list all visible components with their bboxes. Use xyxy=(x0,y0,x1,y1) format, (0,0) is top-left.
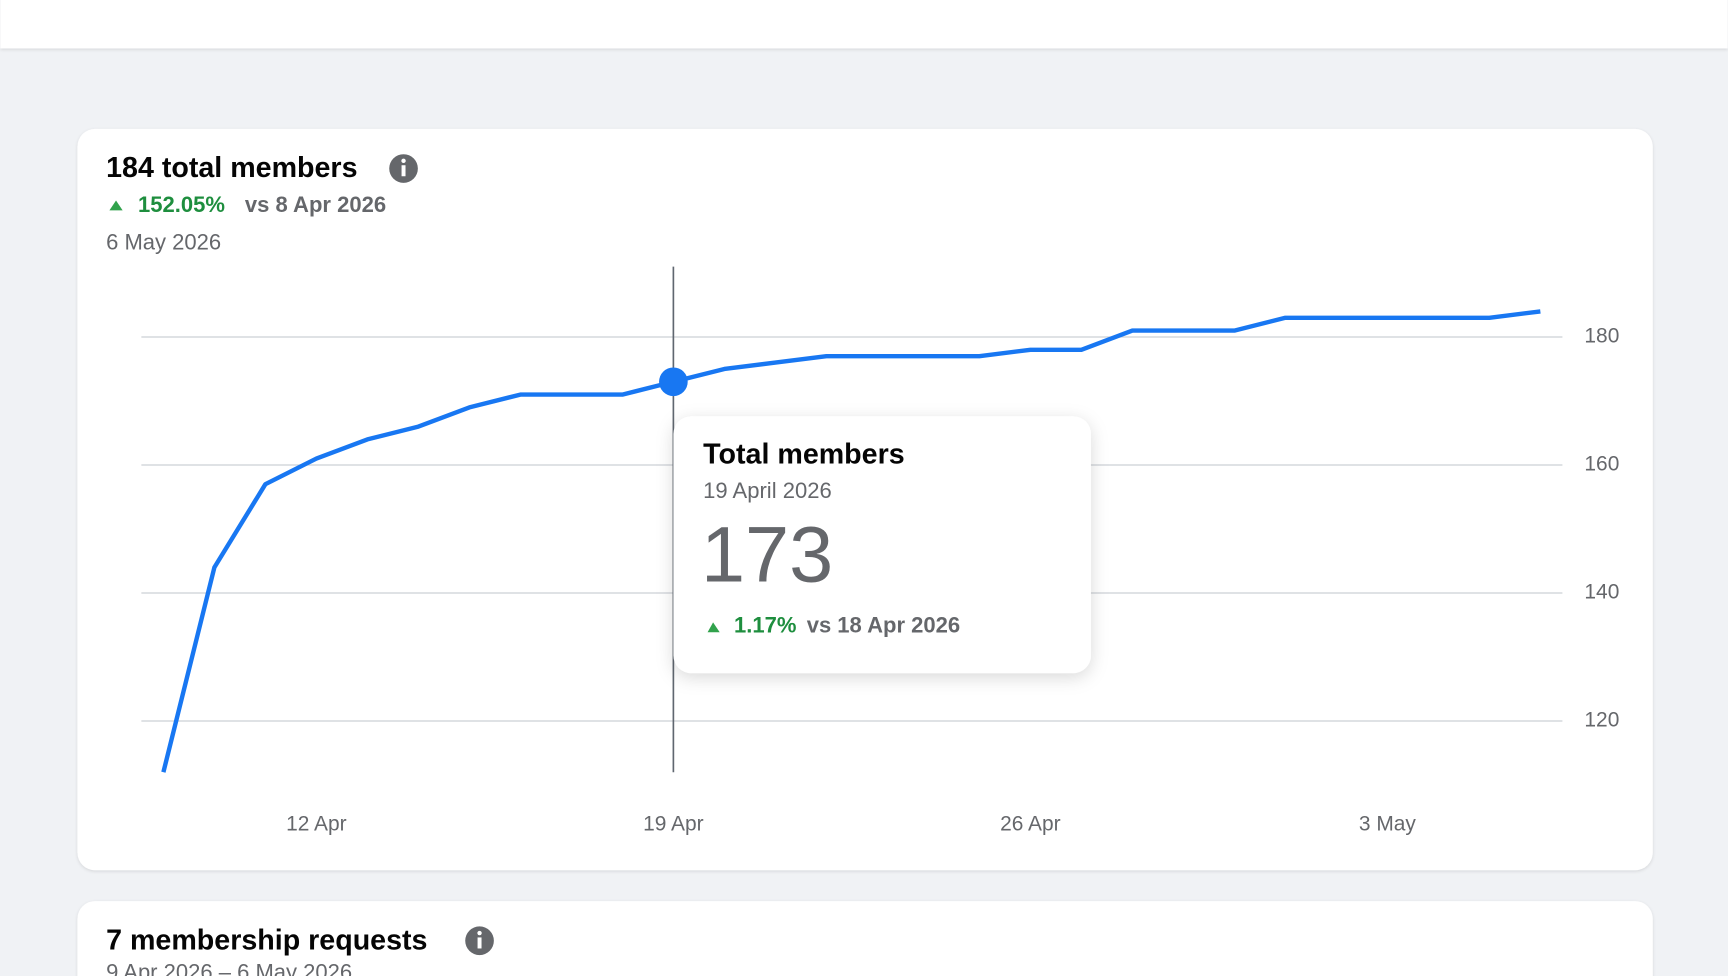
up-arrow xyxy=(707,622,720,633)
top-bar xyxy=(0,0,1728,49)
change-percent: 152.05% xyxy=(138,192,225,217)
info-icon[interactable] xyxy=(389,154,418,183)
up-arrow xyxy=(109,200,123,211)
y-tick-label: 140 xyxy=(1584,581,1619,604)
tooltip-date: 19 April 2026 xyxy=(703,478,832,503)
x-tick-label: 19 Apr xyxy=(643,813,704,836)
tooltip-title: Total members xyxy=(703,439,905,471)
card-date: 6 May 2026 xyxy=(106,229,221,254)
line-series xyxy=(161,309,1541,773)
card2-title: 7 membership requests xyxy=(106,924,427,956)
info-icon[interactable] xyxy=(465,926,494,956)
tooltip-box xyxy=(673,416,1091,674)
x-tick-label: 12 Apr xyxy=(286,813,347,836)
card2-range: 9 Apr 2026 – 6 May 2026 xyxy=(106,960,352,976)
change-compare: vs 8 Apr 2026 xyxy=(245,192,386,217)
y-tick-label: 120 xyxy=(1584,709,1619,732)
plot: 120 140 160 180 12 Apr 19 Apr 26 Apr 3 May Total… xyxy=(141,266,1619,836)
highlight-point xyxy=(659,367,688,397)
requests-card xyxy=(77,901,1653,976)
tooltip-compare: vs 18 Apr 2026 xyxy=(807,613,960,638)
tooltip: Total members 19 April 2026 173 1.17% vs 18 … xyxy=(673,416,1091,674)
card-title: 184 total members xyxy=(106,152,357,184)
x-tick-label: 3 May xyxy=(1359,813,1417,836)
tooltip-value: 173 xyxy=(701,510,833,599)
tooltip-change: 1.17% xyxy=(734,613,796,638)
y-tick-label: 180 xyxy=(1584,325,1619,348)
x-tick-label: 26 Apr xyxy=(1000,813,1061,836)
y-tick-label: 160 xyxy=(1584,453,1619,476)
